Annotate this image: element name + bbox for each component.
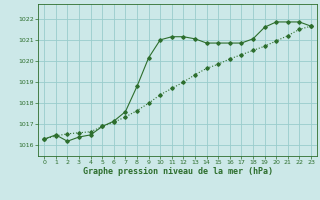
X-axis label: Graphe pression niveau de la mer (hPa): Graphe pression niveau de la mer (hPa) [83,167,273,176]
